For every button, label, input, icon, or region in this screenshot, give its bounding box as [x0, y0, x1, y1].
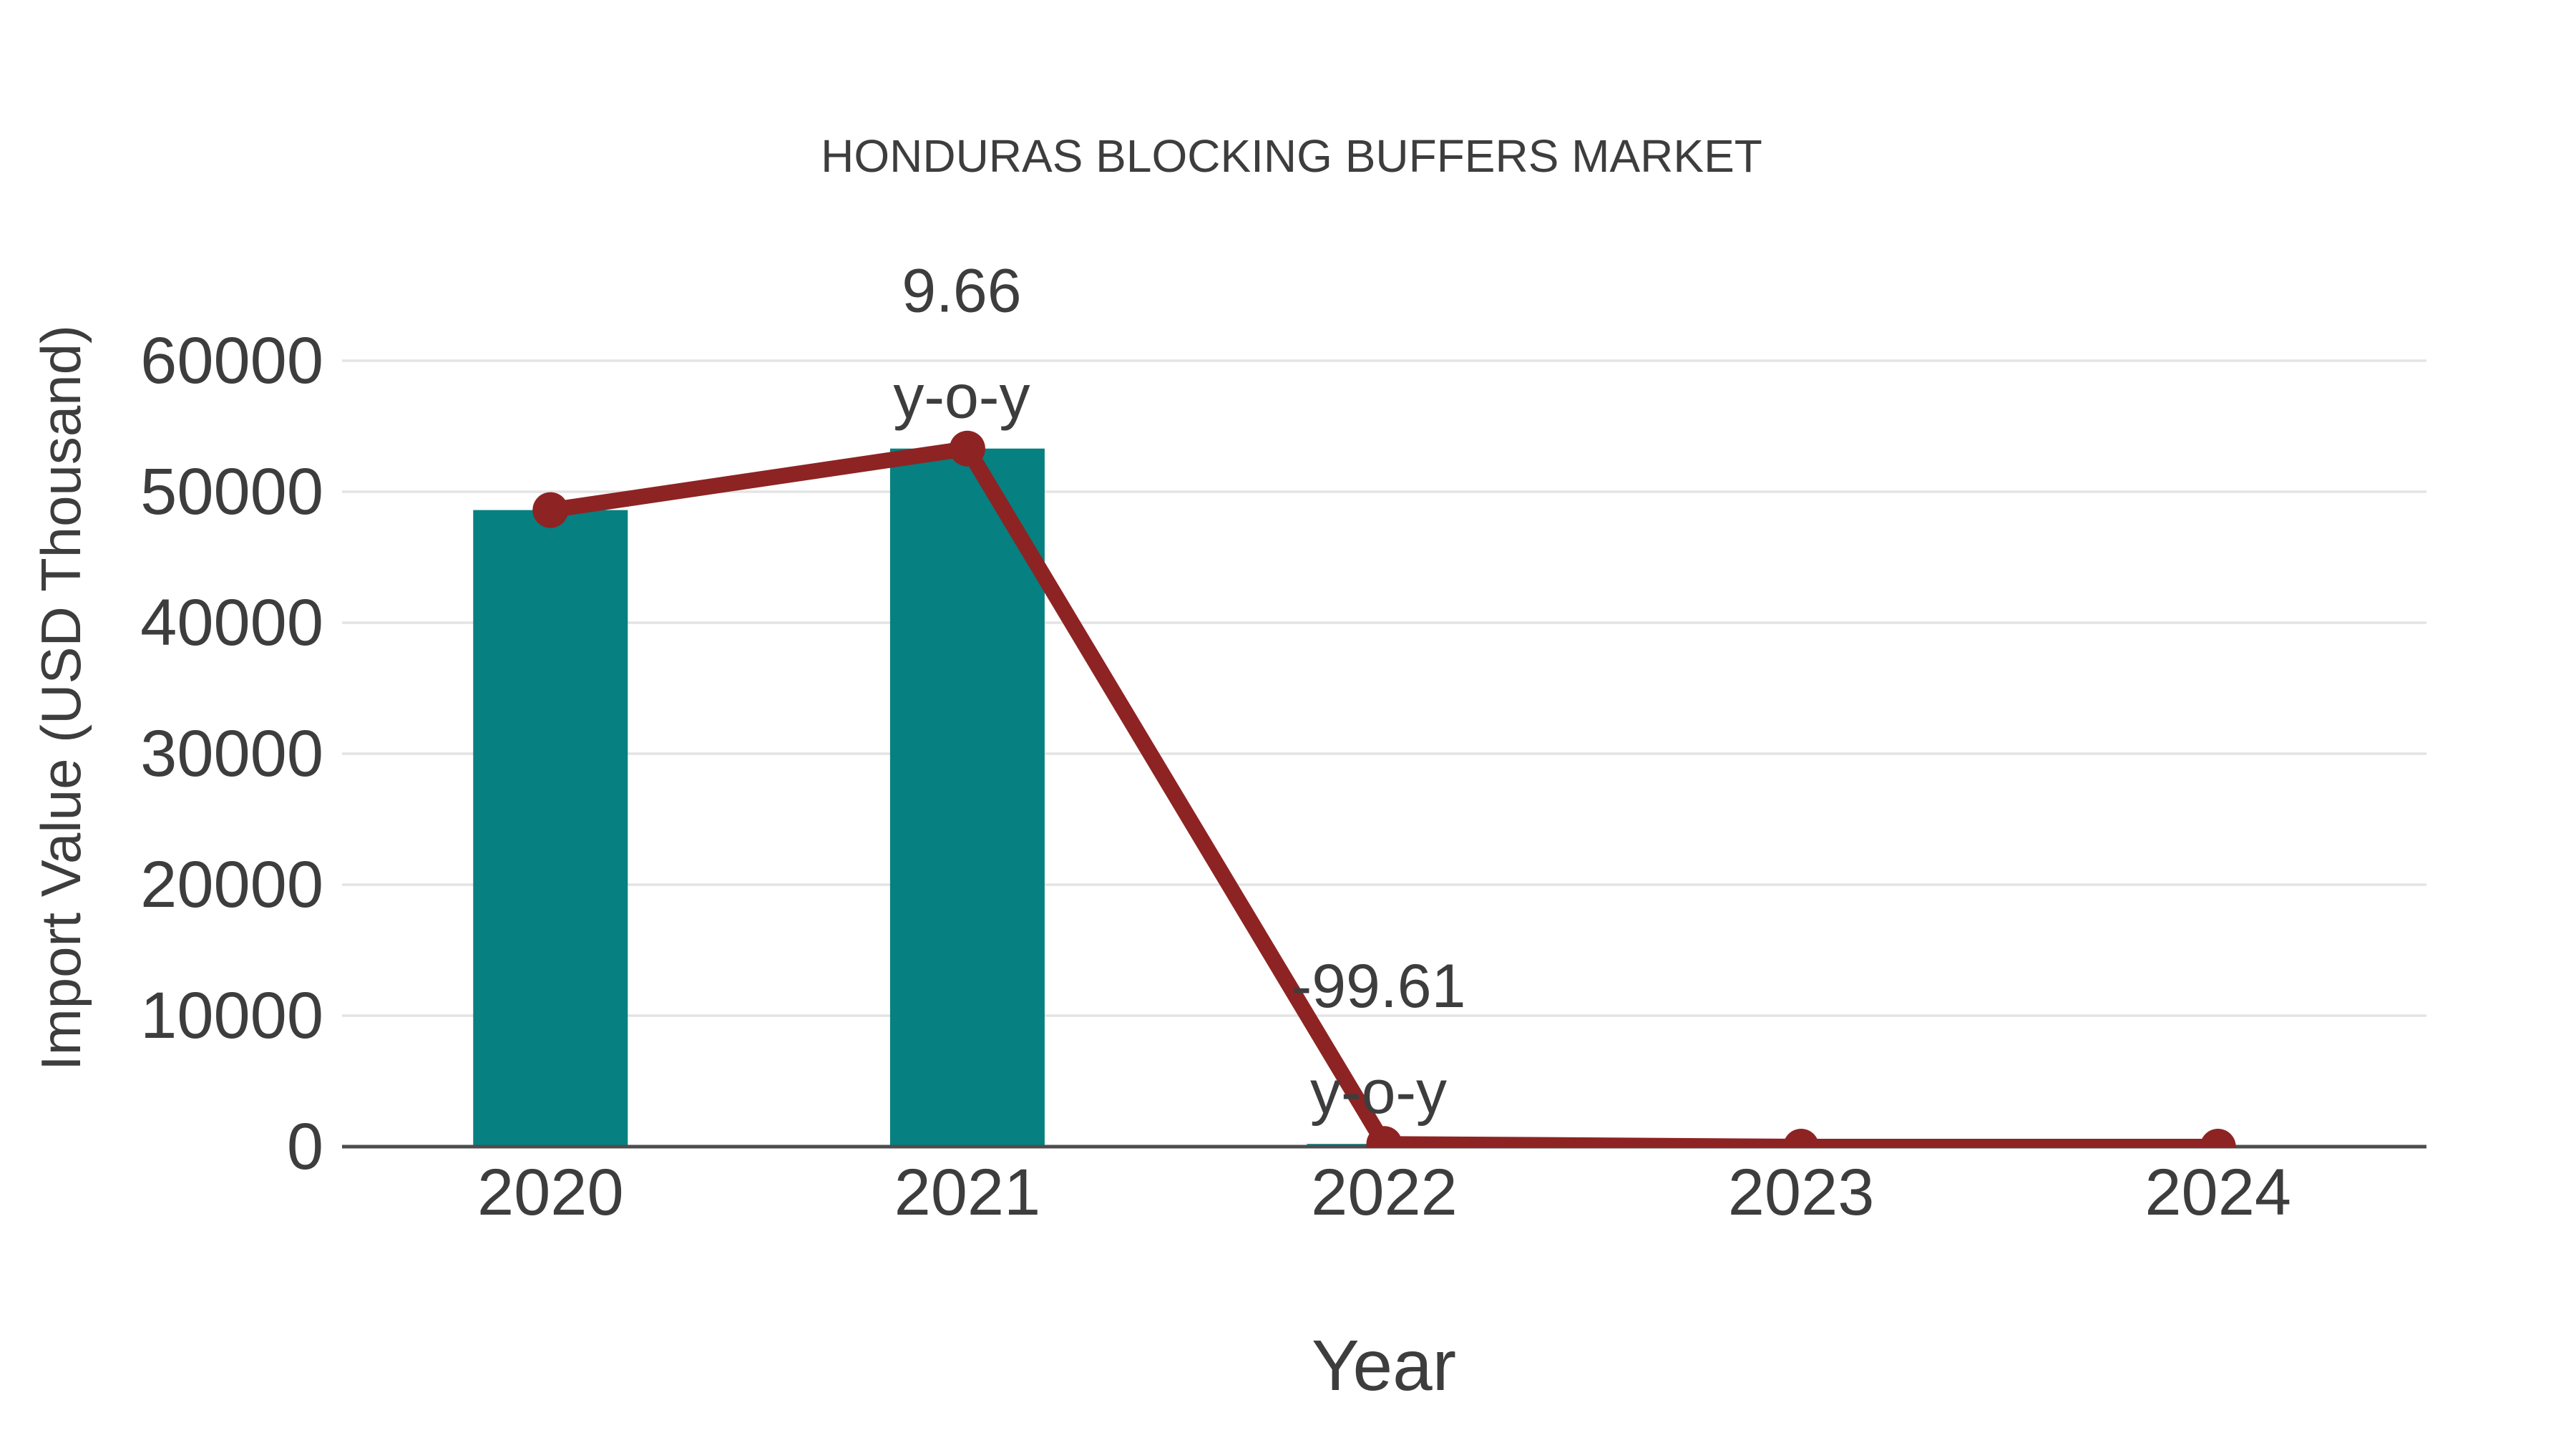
y-tick-label: 0 [287, 1110, 323, 1183]
gridlines [342, 359, 2426, 1017]
chart-title: HONDURAS BLOCKING BUFFERS MARKET [821, 130, 1762, 182]
bar-2021 [889, 448, 1045, 1147]
annotation-2022-line1: -99.61 [1292, 952, 1466, 1021]
data-point-2022 [1366, 1126, 1402, 1148]
y-tick-label: 30000 [140, 717, 323, 790]
x-tick-label: 2022 [1311, 1156, 1458, 1229]
y-tick-label: 60000 [140, 324, 323, 397]
y-tick-label: 10000 [140, 979, 323, 1052]
y-tick-label: 40000 [140, 586, 323, 659]
annotation-2022-line2: y-o-y [1310, 1058, 1447, 1127]
y-tick-label: 50000 [140, 455, 323, 528]
x-tick-label: 2024 [2145, 1156, 2291, 1229]
data-point-2023 [1783, 1129, 1820, 1148]
bar-series [473, 448, 1462, 1147]
annotation-2021-line2: y-o-y [893, 363, 1030, 432]
annotation-2021-line1: 9.66 [902, 257, 1021, 326]
x-tick-label: 2020 [477, 1156, 624, 1229]
line-series [532, 430, 2236, 1148]
y-axis-label: Import Value (USD Thousand) [29, 325, 92, 1071]
annotations: 9.66 y-o-y -99.61 y-o-y [893, 257, 1465, 1127]
y-tick-labels: 0 10000 20000 30000 40000 50000 60000 [140, 324, 323, 1183]
data-point-2021 [949, 430, 985, 467]
x-axis-label: Year [1312, 1326, 1456, 1406]
trend-line [549, 440, 2218, 1148]
y-tick-label: 20000 [140, 848, 323, 921]
x-tick-label: 2021 [894, 1156, 1041, 1229]
data-point-2020 [532, 492, 569, 528]
bar-2020 [473, 510, 628, 1147]
x-tick-labels: 2020 2021 2022 2023 2024 [477, 1156, 2291, 1229]
data-point-2024 [2200, 1129, 2236, 1148]
x-tick-label: 2023 [1728, 1156, 1875, 1229]
